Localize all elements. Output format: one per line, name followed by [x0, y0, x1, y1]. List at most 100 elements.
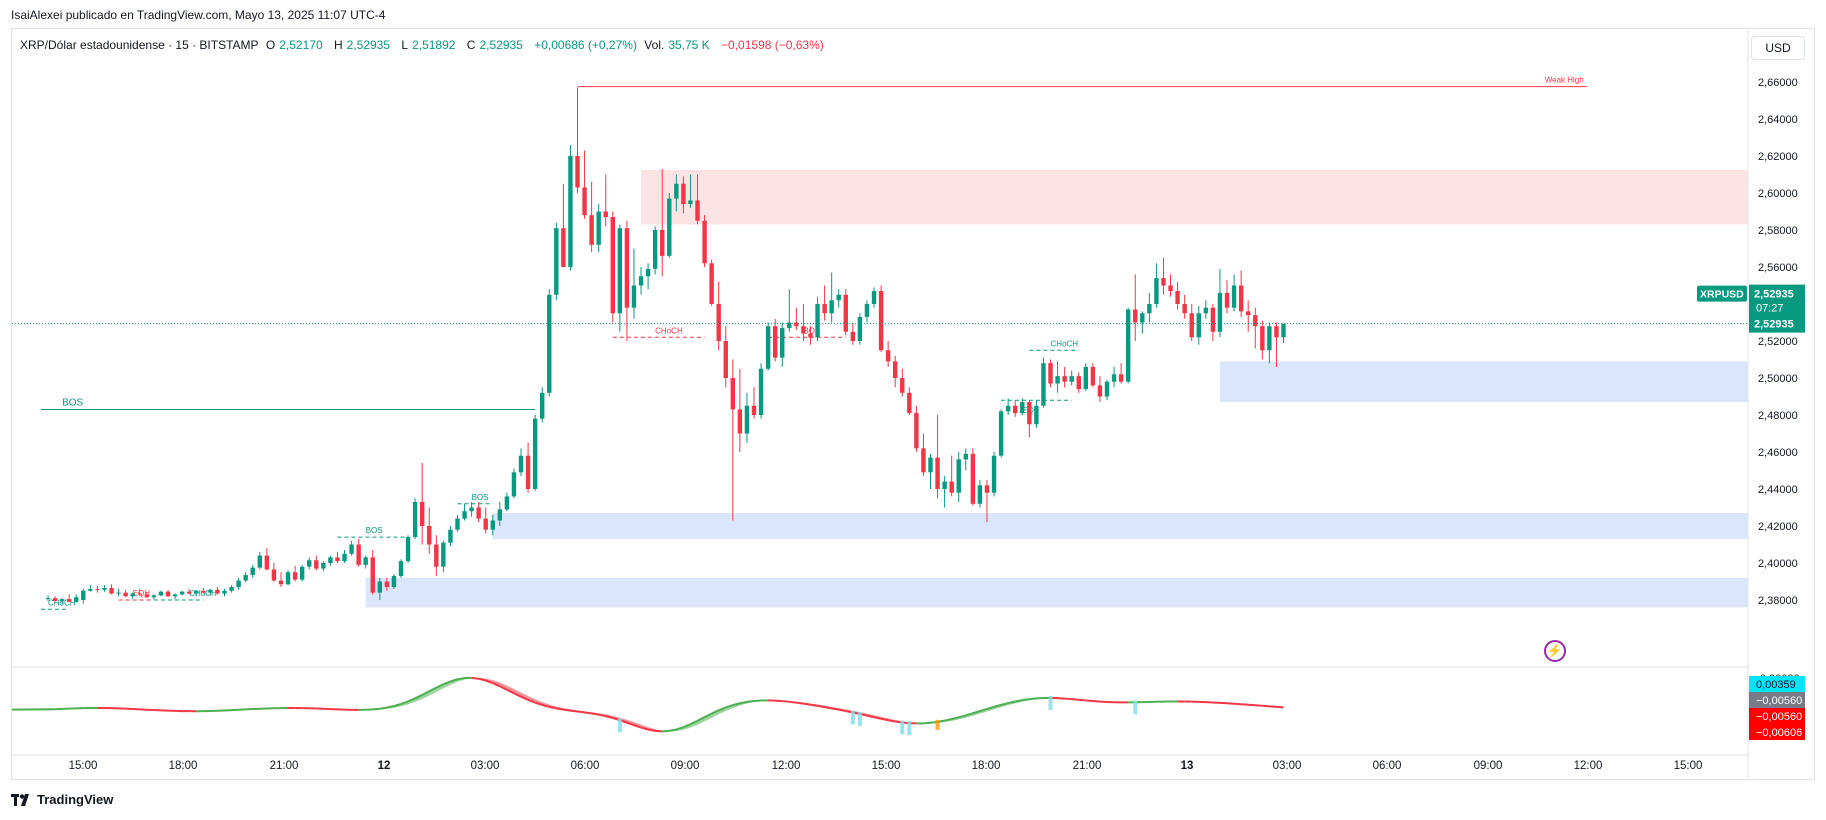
candle-body[interactable]: [1224, 292, 1230, 308]
candle-body[interactable]: [596, 211, 601, 245]
candle-body[interactable]: [610, 217, 615, 314]
candle-body[interactable]: [850, 331, 856, 341]
candle-body[interactable]: [737, 409, 743, 434]
candle-body[interactable]: [95, 588, 100, 590]
candle-body[interactable]: [179, 591, 185, 595]
candle-body[interactable]: [532, 418, 538, 489]
candle-body[interactable]: [836, 294, 841, 301]
candle-body[interactable]: [81, 590, 86, 600]
candle-body[interactable]: [885, 350, 891, 362]
candle-body[interactable]: [321, 563, 326, 569]
candle-body[interactable]: [208, 589, 213, 593]
candle-body[interactable]: [645, 268, 651, 277]
candle-body[interactable]: [730, 378, 736, 410]
candle-body[interactable]: [1246, 311, 1251, 316]
candle-body[interactable]: [264, 555, 270, 570]
candle-body[interactable]: [1154, 278, 1159, 304]
candle-body[interactable]: [1274, 326, 1279, 338]
candle-body[interactable]: [1189, 313, 1194, 338]
candle-body[interactable]: [441, 542, 446, 567]
candle-body[interactable]: [744, 405, 750, 434]
candle-body[interactable]: [540, 392, 545, 419]
candle-body[interactable]: [328, 557, 333, 563]
candle-body[interactable]: [292, 572, 298, 580]
candle-body[interactable]: [751, 405, 757, 415]
candle-body[interactable]: [554, 228, 559, 295]
candle-body[interactable]: [1147, 304, 1152, 314]
candle-body[interactable]: [561, 228, 566, 267]
alert-bolt-icon[interactable]: ⚡: [1544, 640, 1566, 662]
candle-body[interactable]: [1104, 381, 1110, 397]
candle-body[interactable]: [1238, 285, 1244, 312]
candle-body[interactable]: [405, 537, 411, 562]
candle-body[interactable]: [1182, 304, 1187, 314]
candle-body[interactable]: [201, 590, 206, 593]
candle-body[interactable]: [1133, 309, 1138, 323]
candle-body[interactable]: [808, 333, 813, 338]
candle-body[interactable]: [1076, 376, 1081, 390]
candle-body[interactable]: [384, 581, 390, 588]
candle-body[interactable]: [568, 156, 573, 267]
candle-body[interactable]: [342, 553, 347, 562]
candle-body[interactable]: [66, 599, 72, 602]
candle-body[interactable]: [801, 326, 806, 334]
candle-body[interactable]: [74, 597, 79, 602]
candle-body[interactable]: [88, 588, 93, 591]
candle-body[interactable]: [412, 501, 418, 538]
candle-body[interactable]: [109, 587, 114, 594]
candle-body[interactable]: [1161, 278, 1166, 286]
candle-body[interactable]: [1013, 405, 1018, 414]
candle-body[interactable]: [455, 518, 460, 530]
candle-body[interactable]: [490, 520, 495, 530]
candle-body[interactable]: [935, 457, 940, 489]
candle-body[interactable]: [780, 328, 785, 358]
candle-body[interactable]: [158, 591, 164, 596]
candle-body[interactable]: [469, 507, 474, 512]
candle-body[interactable]: [963, 453, 968, 460]
candle-body[interactable]: [787, 322, 792, 329]
candle-body[interactable]: [843, 294, 848, 332]
tradingview-logo[interactable]: TradingView: [11, 792, 113, 807]
candle-body[interactable]: [589, 215, 594, 245]
candle-body[interactable]: [815, 304, 820, 338]
candle-body[interactable]: [45, 598, 51, 600]
candle-body[interactable]: [547, 294, 552, 393]
candle-body[interactable]: [1020, 402, 1025, 414]
candle-body[interactable]: [631, 285, 637, 308]
candle-body[interactable]: [398, 561, 404, 576]
candle-body[interactable]: [864, 304, 870, 317]
candle-body[interactable]: [172, 594, 178, 597]
candle-body[interactable]: [1048, 363, 1053, 384]
candle-body[interactable]: [603, 211, 608, 218]
candle-body[interactable]: [165, 591, 171, 597]
candle-body[interactable]: [900, 378, 905, 393]
candle-body[interactable]: [250, 567, 255, 576]
candle-body[interactable]: [299, 566, 305, 580]
candle-body[interactable]: [194, 590, 199, 594]
candle-body[interactable]: [1125, 309, 1131, 382]
candle-body[interactable]: [716, 304, 721, 341]
candle-body[interactable]: [462, 511, 467, 519]
candle-body[interactable]: [758, 368, 764, 415]
candle-body[interactable]: [1203, 307, 1209, 314]
candle-body[interactable]: [878, 291, 884, 351]
candle-body[interactable]: [525, 455, 531, 489]
candle-body[interactable]: [582, 187, 587, 216]
candle-body[interactable]: [674, 183, 679, 199]
candle-body[interactable]: [257, 555, 262, 568]
candle-body[interactable]: [243, 575, 248, 581]
candle-body[interactable]: [1097, 385, 1103, 397]
candle-body[interactable]: [1111, 374, 1117, 382]
candle-body[interactable]: [52, 598, 58, 601]
candle-body[interactable]: [984, 485, 990, 493]
candle-body[interactable]: [102, 587, 107, 590]
candle-body[interactable]: [285, 572, 291, 585]
candle-body[interactable]: [151, 595, 157, 598]
candle-body[interactable]: [688, 200, 693, 205]
candle-body[interactable]: [1090, 366, 1096, 386]
candle-body[interactable]: [1005, 405, 1011, 412]
candle-body[interactable]: [363, 557, 368, 565]
candle-body[interactable]: [624, 228, 630, 308]
candle-body[interactable]: [116, 592, 121, 594]
